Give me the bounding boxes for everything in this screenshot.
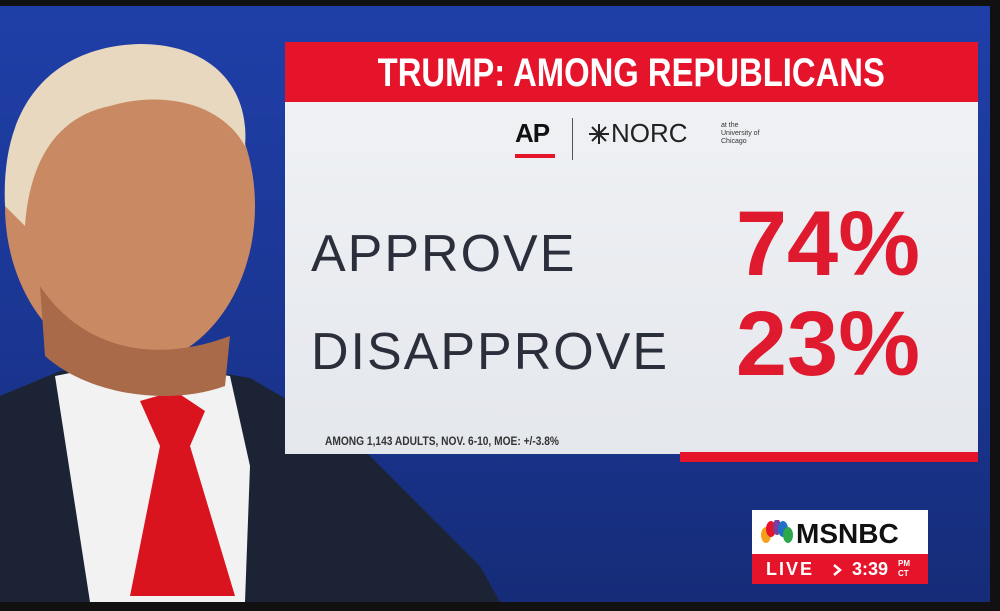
face [5,46,255,366]
peacock [761,520,793,543]
result-value: 74% [735,193,920,295]
poll-panel: TRUMP: AMONG REPUBLICANS AP NORC at the … [285,42,978,462]
accent-strip [680,452,978,462]
bug-bottom: LIVE 3:39 PM CT [752,554,928,584]
result-label: DISAPPROVE [311,323,670,381]
title-bar: TRUMP: AMONG REPUBLICANS [285,42,978,102]
result-value: 23% [735,293,920,395]
ampm: PM [898,559,910,568]
title: TRUMP: AMONG REPUBLICANS [377,51,886,95]
hair [4,44,246,226]
zone: CT [898,569,909,578]
norc-star [589,124,609,144]
footnote: AMONG 1,143 ADULTS, NOV. 6-10, MOE: +/-3… [325,434,560,448]
norc-note: at the University of Chicago [721,122,760,145]
ap-underline [515,154,555,158]
portrait [0,44,500,602]
network: MSNBC [796,518,899,549]
tv-screen: TRUMP: AMONG REPUBLICANS AP NORC at the … [0,6,990,602]
logo-divider [572,118,573,160]
tie [130,391,235,596]
live: LIVE [766,559,815,579]
jaw [40,286,230,396]
norc-logo: NORC [611,118,688,148]
time: 3:39 [852,559,889,579]
network-bug: MSNBC LIVE 3:39 PM CT [752,510,928,584]
chevron [833,564,842,576]
result-label: APPROVE [311,225,577,283]
ap-logo: AP [515,118,550,148]
bug-top: MSNBC [752,510,928,554]
